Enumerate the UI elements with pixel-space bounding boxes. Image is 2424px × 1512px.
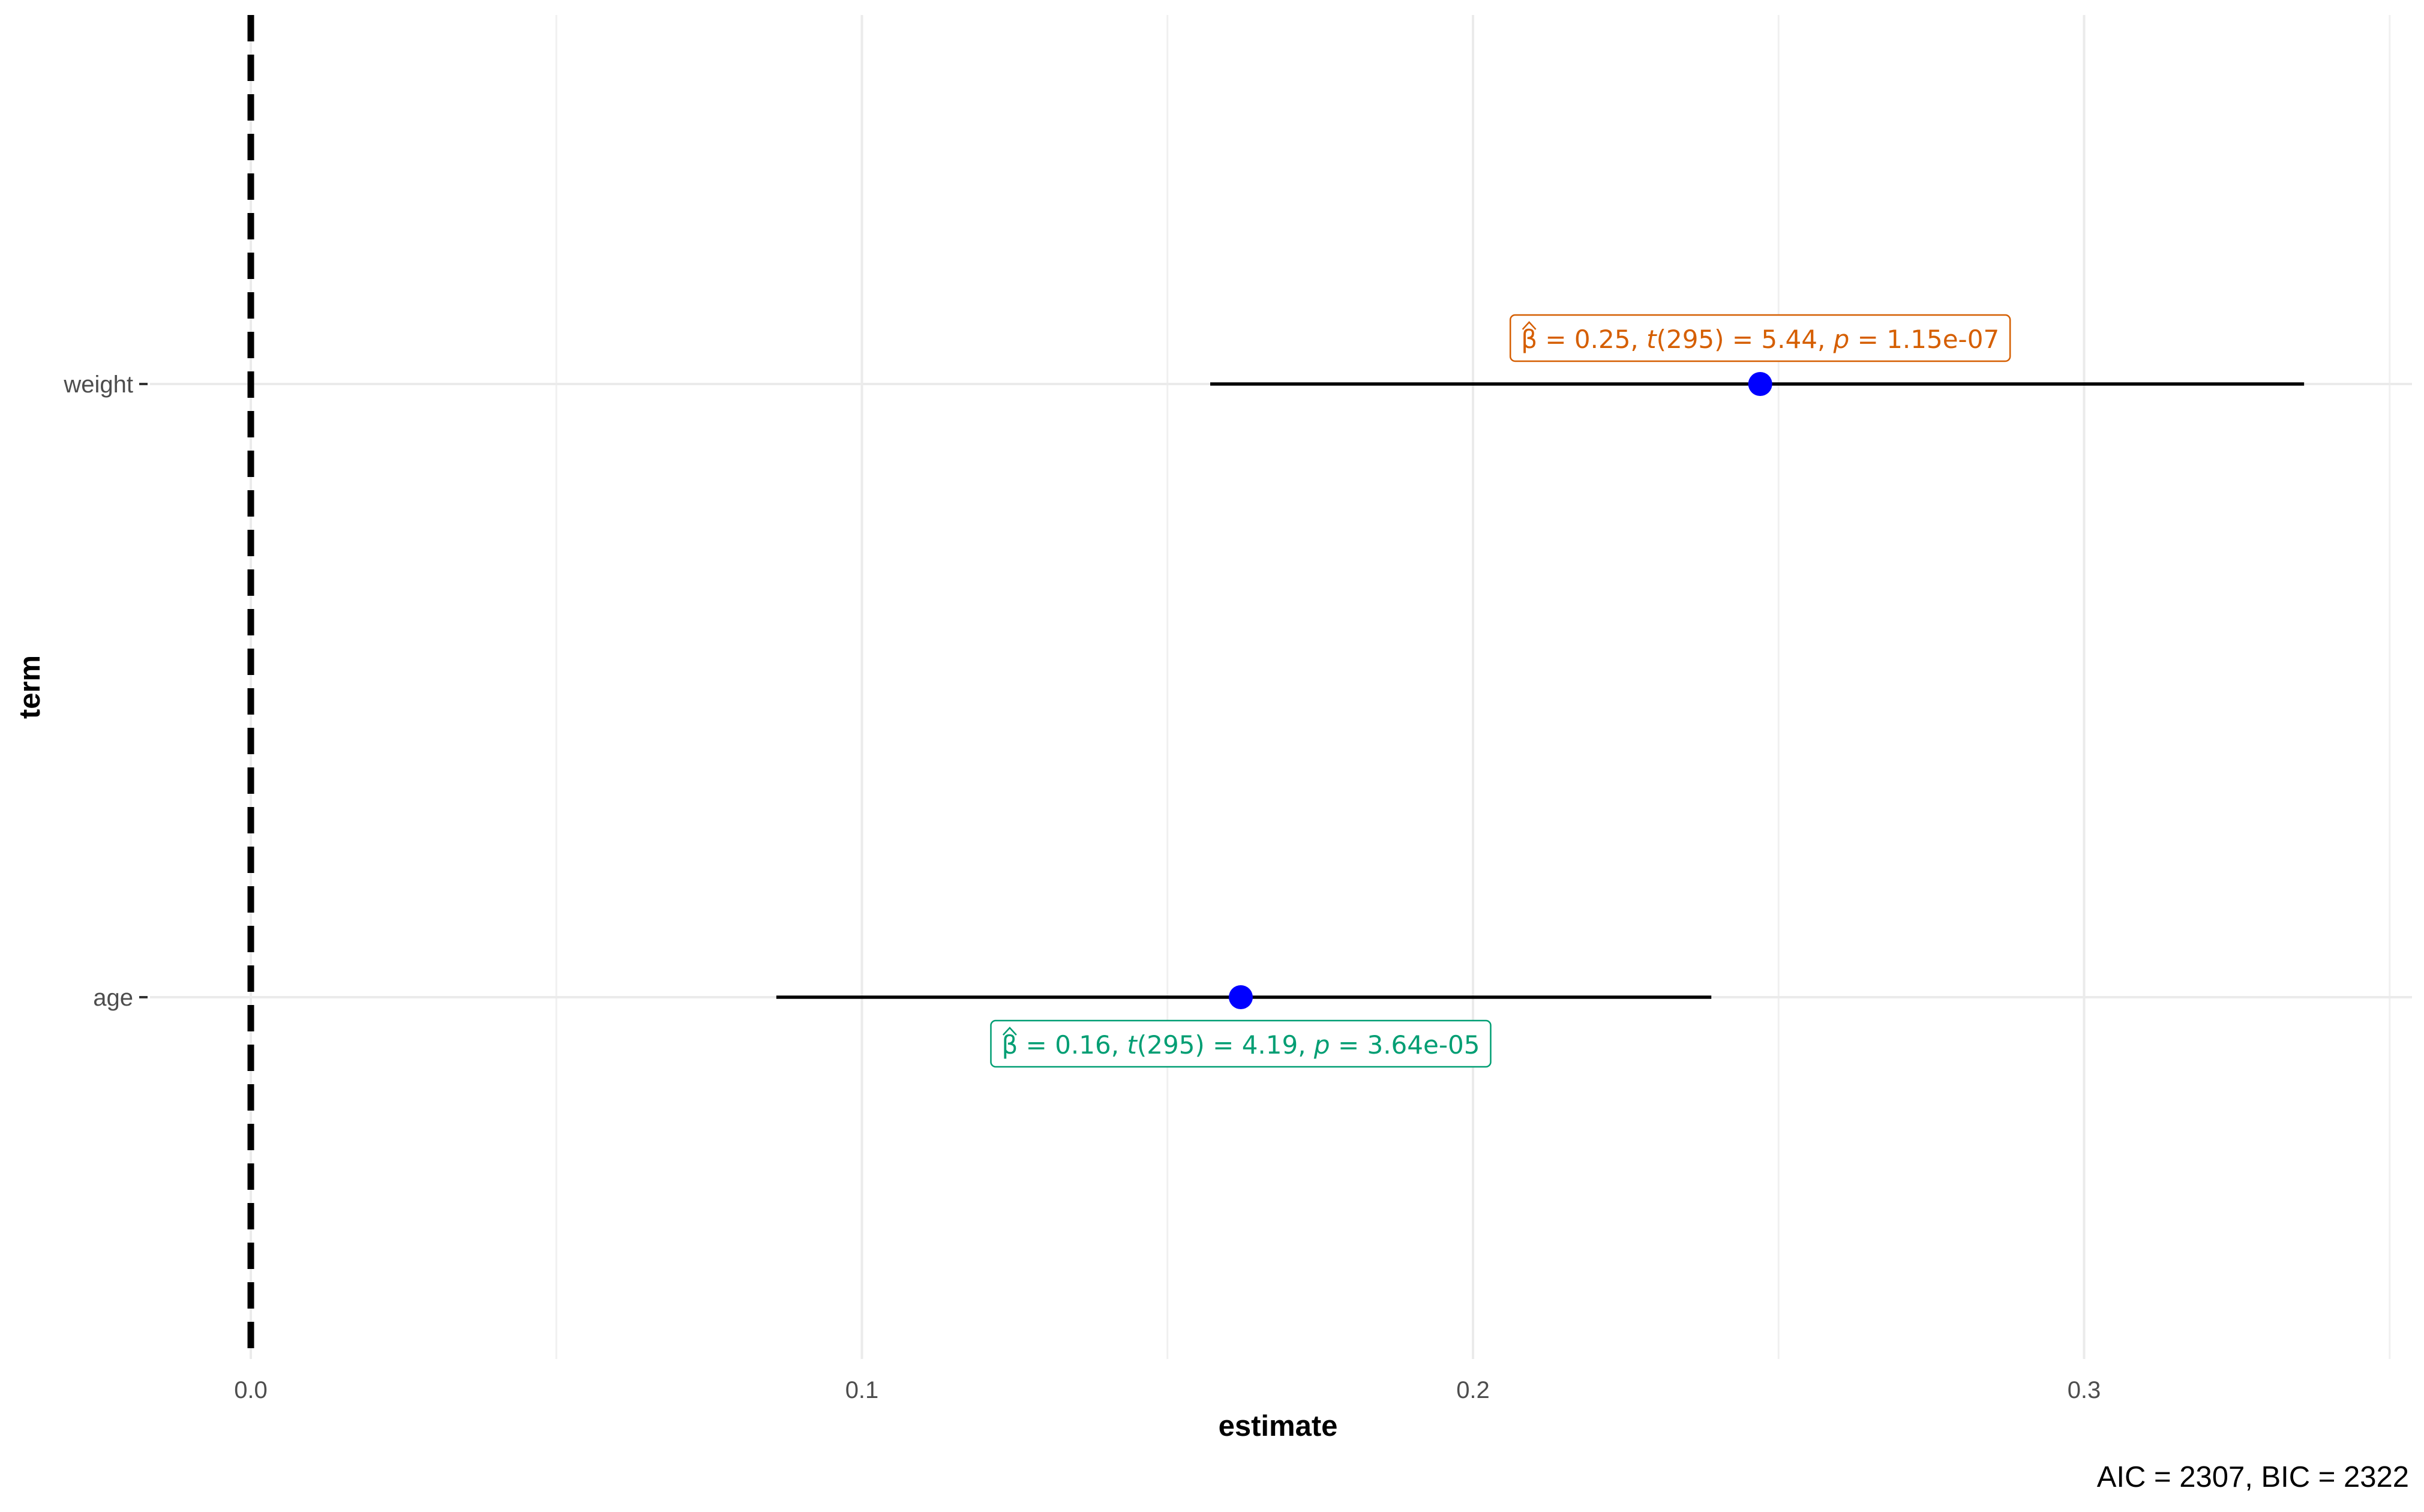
x-axis-title: estimate (1219, 1410, 1338, 1442)
stat-label-text: β = 0.25, t(295) = 5.44, p = 1.15e-07 (1521, 325, 1999, 354)
x-tick-label: 0.0 (234, 1377, 268, 1403)
coefficient-marks: β = 0.25, t(295) = 5.44, p = 1.15e-07 β =… (776, 314, 2305, 1068)
stat-label-age: β = 0.16, t(295) = 4.19, p = 3.64e-05 (990, 1019, 1492, 1068)
y-tick-label-age: age (93, 985, 133, 1011)
stat-label-box (990, 1019, 1492, 1068)
model-fit-caption: AIC = 2307, BIC = 2322 (2097, 1461, 2409, 1493)
y-axis-title: term (14, 655, 46, 719)
y-tick-label-weight: weight (63, 371, 133, 398)
x-tick-label: 0.3 (2068, 1377, 2101, 1403)
x-tick-label: 0.2 (1456, 1377, 1490, 1403)
x-tick-label: 0.1 (845, 1377, 879, 1403)
stat-label-box (1509, 314, 2011, 362)
y-axis: age weight (63, 371, 148, 1011)
coefficient-age: β = 0.16, t(295) = 4.19, p = 3.64e-05 (776, 985, 1712, 1068)
beta-hat-mark (1002, 1027, 1017, 1036)
gridlines (150, 15, 2412, 1359)
beta-hat-mark (1522, 321, 1537, 330)
stat-label-text: β = 0.16, t(295) = 4.19, p = 3.64e-05 (1001, 1030, 1480, 1060)
x-axis: 0.0 0.1 0.2 0.3 (234, 1377, 2101, 1403)
stat-label-weight: β = 0.25, t(295) = 5.44, p = 1.15e-07 (1509, 314, 2011, 362)
coefficient-weight: β = 0.25, t(295) = 5.44, p = 1.15e-07 (1210, 314, 2305, 396)
estimate-point-weight (1748, 372, 1772, 396)
estimate-point-age (1228, 985, 1253, 1009)
